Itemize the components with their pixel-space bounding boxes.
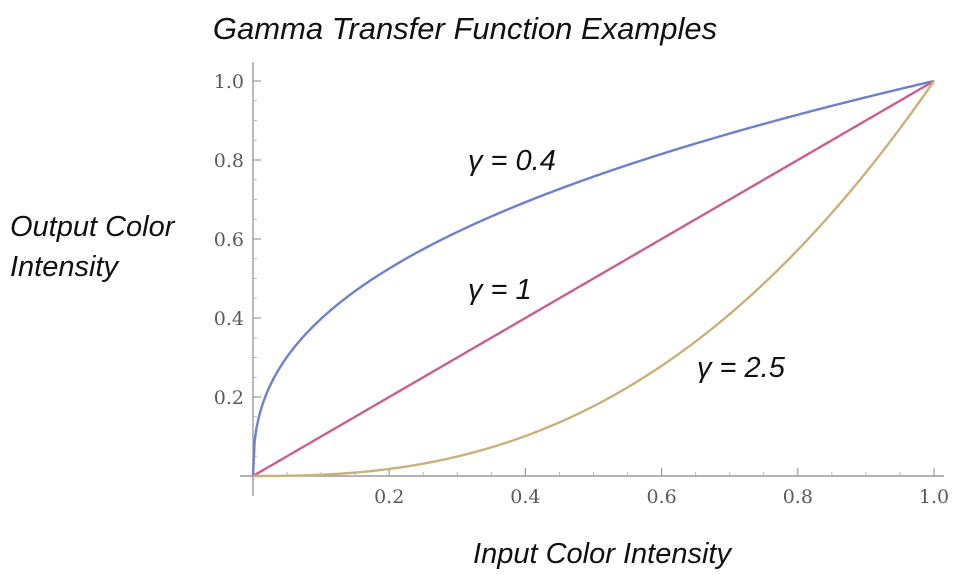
y-axis-label-line-1: Output Color	[10, 211, 176, 243]
y-tick-label: 0.2	[214, 387, 244, 409]
y-tick-label: 0.8	[214, 150, 244, 172]
y-tick-label: 0.4	[214, 308, 244, 330]
series-line-1	[251, 79, 935, 477]
series-labels: γ = 0.4 γ = 1 γ = 2.5	[468, 145, 786, 384]
ticks: 0.2 0.4 0.6 0.8 1.0 0.2 0.4 0.6 0.8 1.0	[214, 71, 949, 508]
series-label-2: γ = 1	[468, 274, 532, 306]
chart-title: Gamma Transfer Function Examples	[213, 11, 717, 46]
y-axis-label-line-2: Intensity	[10, 251, 119, 283]
series-line-2	[252, 79, 935, 478]
series-label-3: γ = 2.5	[697, 352, 786, 384]
series-label-1: γ = 0.4	[468, 145, 556, 177]
x-axis-label: Input Color Intensity	[473, 538, 732, 570]
x-tick-label: 1.0	[919, 486, 949, 508]
x-tick-label: 0.2	[374, 486, 404, 508]
x-tick-label: 0.8	[783, 486, 813, 508]
series-line-3	[253, 80, 935, 478]
y-axis-label: Output Color Intensity	[10, 211, 182, 283]
y-tick-label: 0.6	[214, 229, 244, 251]
x-tick-label: 0.4	[510, 486, 540, 508]
x-tick-label: 0.6	[646, 486, 676, 508]
y-tick-label: 1.0	[214, 71, 244, 93]
curves	[251, 79, 935, 478]
